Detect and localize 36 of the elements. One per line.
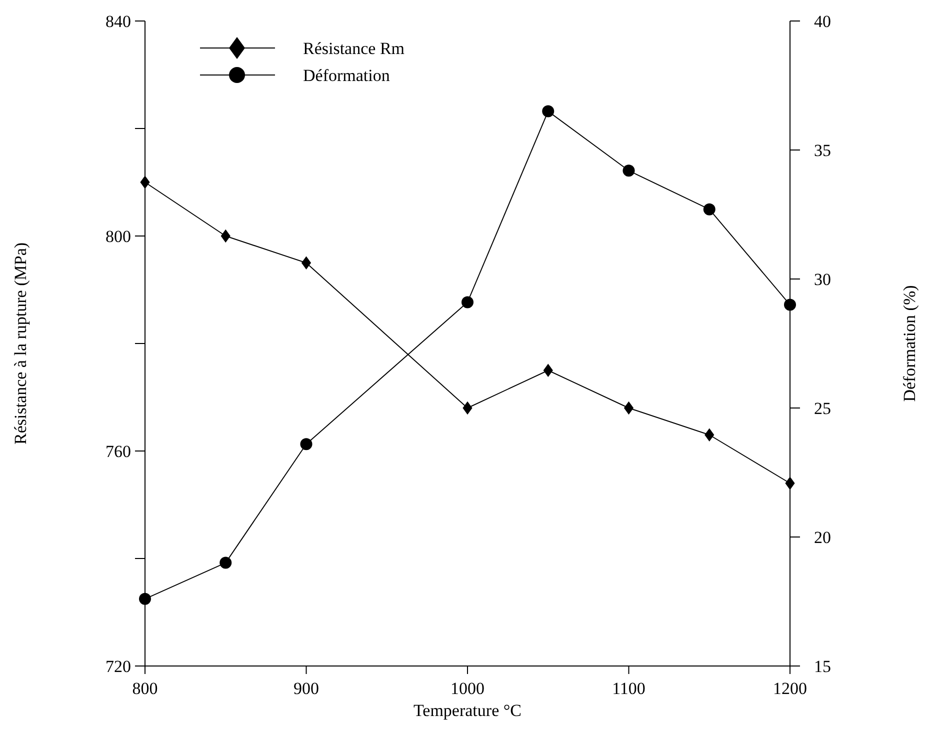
y-tick-label: 720 [106, 657, 131, 676]
point [784, 298, 796, 311]
legend-label: Résistance Rm [303, 39, 405, 58]
y-tick-label: 760 [106, 442, 131, 461]
point [462, 401, 472, 415]
point [220, 229, 230, 243]
y-axis-title: Résistance à la rupture (MPa) [11, 242, 30, 445]
point [220, 556, 232, 569]
y2-tick-label: 35 [814, 141, 831, 160]
point [140, 176, 150, 189]
x-tick-label: 1100 [612, 679, 646, 698]
x-tick-label: 800 [132, 679, 158, 698]
y2-tick-label: 25 [814, 399, 831, 418]
point [704, 428, 714, 442]
y2-tick-label: 20 [814, 528, 831, 547]
y2-tick-label: 40 [814, 12, 831, 31]
point [301, 256, 312, 270]
point [622, 164, 635, 177]
point [462, 296, 474, 308]
point [300, 438, 312, 450]
legend-label: Déformation [303, 66, 390, 85]
point [543, 364, 553, 377]
point [542, 105, 554, 118]
y2-axis-title: Déformation (%) [900, 285, 919, 402]
y-tick-label: 800 [106, 227, 131, 246]
x-tick-label: 1200 [773, 679, 807, 698]
y-tick-label: 840 [106, 12, 131, 31]
y2-tick-label: 15 [814, 657, 831, 676]
point [785, 476, 795, 490]
x-tick-label: 1000 [450, 679, 484, 698]
x-axis-title: Temperature °C [413, 701, 522, 720]
point [624, 401, 634, 415]
point [703, 203, 716, 216]
x-tick-label: 900 [294, 679, 319, 698]
point [139, 592, 151, 605]
y2-tick-label: 30 [814, 270, 831, 289]
